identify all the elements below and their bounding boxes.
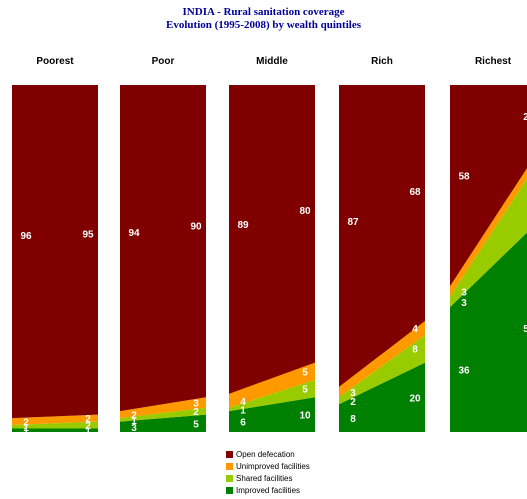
data-label: 4 xyxy=(412,324,418,335)
data-label: 8 xyxy=(350,414,356,425)
legend-label: Improved facilities xyxy=(236,485,301,495)
data-label: 1 xyxy=(23,426,29,437)
legend-item-open-defecation: Open defecation xyxy=(226,448,310,460)
data-label: 5 xyxy=(193,419,199,430)
area-open-defecation xyxy=(120,85,206,412)
legend-label: Open defecation xyxy=(236,449,295,459)
area-unimproved-facilities xyxy=(229,362,315,408)
area-improved-facilities xyxy=(450,232,527,432)
area-unimproved-facilities xyxy=(339,320,425,398)
data-label: 95 xyxy=(82,229,94,240)
data-label: 2 xyxy=(23,418,29,429)
data-label: 2 xyxy=(131,411,137,422)
data-label: 1 xyxy=(240,405,246,416)
area-improved-facilities xyxy=(12,428,98,432)
data-label: 3 xyxy=(131,423,137,434)
data-label: 94 xyxy=(128,228,140,239)
data-label: 1 xyxy=(23,423,29,434)
data-label: 6 xyxy=(240,418,246,429)
chart-subtitle: Evolution (1995-2008) by wealth quintile… xyxy=(166,19,361,31)
data-label: 2 xyxy=(193,407,199,418)
area-open-defecation xyxy=(450,85,527,287)
panel-title: Poor xyxy=(152,56,175,67)
legend-item-improved-facilities: Improved facilities xyxy=(226,484,310,496)
area-improved-facilities xyxy=(229,397,315,432)
area-unimproved-facilities xyxy=(120,397,206,419)
legend-item-shared-facilities: Shared facilities xyxy=(226,472,310,484)
data-label: 5 xyxy=(302,367,308,378)
legend-item-unimproved-facilities: Unimproved facilities xyxy=(226,460,310,472)
panel-rich: Rich 8 20 2 8 3 4 87 68 xyxy=(339,56,425,432)
data-label: 2 xyxy=(523,112,527,123)
data-label: 4 xyxy=(240,397,246,408)
panel-title: Richest xyxy=(475,56,512,67)
data-label: 3 xyxy=(350,388,356,399)
area-improved-facilities xyxy=(120,414,206,432)
data-label: 36 xyxy=(458,366,470,377)
area-shared-facilities xyxy=(339,334,425,405)
data-label: 2 xyxy=(85,421,91,432)
area-open-defecation xyxy=(229,85,315,394)
data-label: 58 xyxy=(458,172,470,183)
area-shared-facilities xyxy=(12,421,98,429)
data-label: 68 xyxy=(409,187,421,198)
panel-richest: Richest 36 5 33 58 2 xyxy=(450,56,527,432)
chart-title: INDIA - Rural sanitation coverage xyxy=(182,6,345,18)
legend-swatch xyxy=(226,462,233,470)
data-label: 1 xyxy=(131,416,137,427)
data-label: 8 xyxy=(412,345,418,356)
panel-middle: Middle 6 10 1 5 4 5 89 80 xyxy=(229,56,315,432)
data-label: 3 xyxy=(193,399,199,410)
data-label: 2 xyxy=(350,397,356,408)
data-label: 89 xyxy=(237,220,249,231)
legend-swatch xyxy=(226,486,233,494)
data-label: 20 xyxy=(409,393,421,404)
data-label: 2 xyxy=(85,414,91,425)
area-open-defecation xyxy=(339,85,425,387)
data-label: 5 xyxy=(523,324,527,335)
area-improved-facilities xyxy=(339,362,425,432)
area-open-defecation xyxy=(12,85,98,419)
area-shared-facilities xyxy=(229,379,315,412)
legend-swatch xyxy=(226,474,233,482)
legend-swatch xyxy=(226,450,233,458)
area-unimproved-facilities xyxy=(12,414,98,426)
data-label: 5 xyxy=(302,385,308,396)
data-label: 3 xyxy=(461,298,467,309)
data-label: 96 xyxy=(20,231,32,242)
area-shared-facilities xyxy=(120,407,206,422)
panel-title: Middle xyxy=(256,56,288,67)
panel-title: Poorest xyxy=(36,56,74,67)
data-label: 1 xyxy=(85,426,91,437)
data-label: 3 xyxy=(461,287,467,298)
legend: Open defecation Unimproved facilities Sh… xyxy=(226,448,310,496)
data-label: 87 xyxy=(347,217,359,228)
legend-label: Unimproved facilities xyxy=(236,461,310,471)
data-label: 80 xyxy=(299,206,311,217)
panel-title: Rich xyxy=(371,56,393,67)
legend-label: Shared facilities xyxy=(236,473,293,483)
data-label: 90 xyxy=(190,222,202,233)
area-shared-facilities xyxy=(450,178,527,308)
data-label: 10 xyxy=(299,411,311,422)
area-unimproved-facilities xyxy=(450,168,527,297)
